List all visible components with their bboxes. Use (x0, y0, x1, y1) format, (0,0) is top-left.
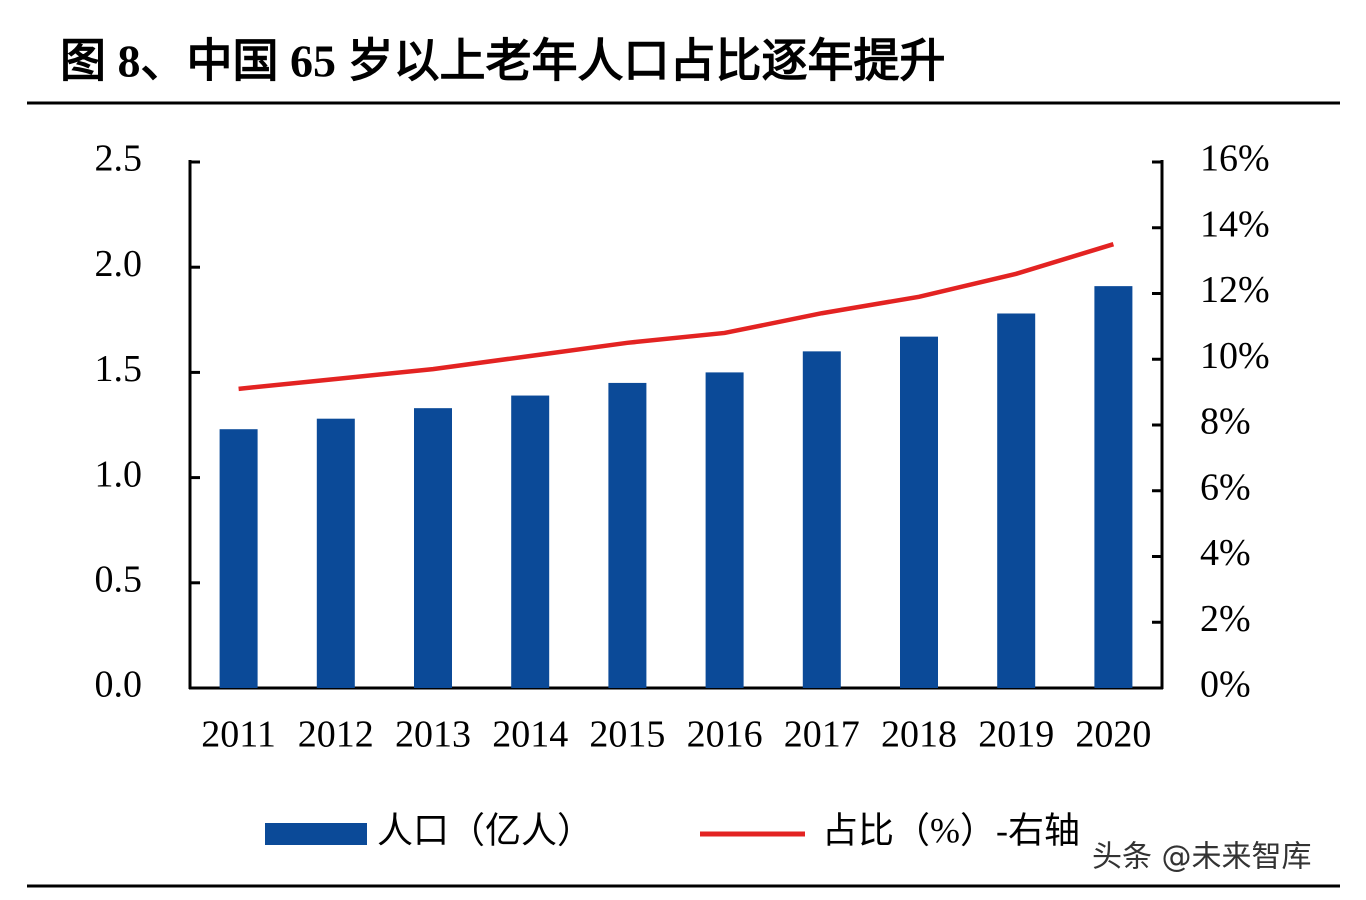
y-tick-label: 2.0 (95, 243, 143, 285)
bar (705, 372, 744, 688)
bar (1094, 286, 1133, 688)
x-tick-label: 2011 (201, 714, 276, 756)
y2-tick-label: 6% (1200, 466, 1251, 508)
y2-tick-label: 0% (1200, 664, 1251, 706)
bar (997, 313, 1036, 688)
y2-tick-label: 8% (1200, 401, 1251, 443)
legend-swatch (265, 823, 367, 845)
watermark: 头条 @未来智库 (1092, 840, 1312, 875)
x-tick-label: 2014 (492, 714, 568, 756)
bar (900, 336, 938, 688)
x-tick-label: 2018 (881, 714, 957, 756)
y-tick-label: 2.5 (95, 138, 143, 180)
bar (414, 408, 452, 688)
bar (511, 395, 550, 688)
x-tick-label: 2019 (978, 714, 1054, 756)
x-tick-label: 2015 (589, 714, 665, 756)
x-tick-label: 2017 (784, 714, 860, 756)
y2-tick-label: 4% (1200, 532, 1251, 574)
y2-tick-label: 16% (1200, 138, 1270, 180)
legend-label: 人口（亿人） (377, 810, 593, 850)
bar (316, 418, 355, 688)
x-tick-label: 2012 (298, 714, 374, 756)
legend-label: 占比（%）-右轴 (822, 810, 1080, 850)
y2-tick-label: 2% (1200, 598, 1251, 640)
y2-tick-label: 10% (1200, 335, 1270, 377)
bar (608, 382, 647, 688)
bar (219, 429, 258, 688)
y-tick-label: 0.0 (95, 664, 143, 706)
line (238, 242, 1115, 392)
x-tick-label: 2016 (687, 714, 763, 756)
y-tick-label: 1.0 (95, 453, 143, 495)
y2-tick-label: 14% (1200, 203, 1270, 245)
y-tick-label: 0.5 (95, 559, 143, 601)
y2-tick-label: 12% (1200, 269, 1270, 311)
x-tick-label: 2013 (395, 714, 471, 756)
bar (802, 351, 841, 688)
x-tick-label: 2020 (1075, 714, 1151, 756)
y-tick-label: 1.5 (95, 348, 143, 390)
chart-title: 图 8、中国 65 岁以上老年人口占比逐年提升 (60, 36, 946, 87)
